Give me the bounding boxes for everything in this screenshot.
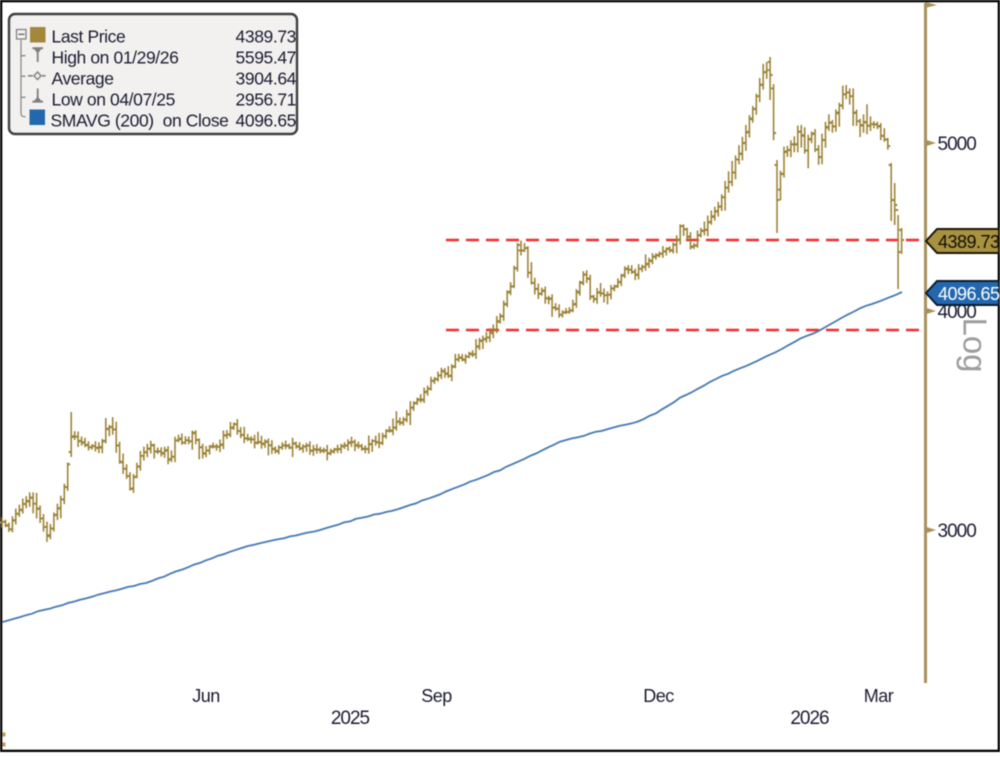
svg-text:Mar: Mar (864, 686, 894, 706)
svg-text:4389.73: 4389.73 (236, 27, 296, 47)
svg-text:2956.71: 2956.71 (236, 90, 296, 110)
svg-text:High on 01/29/26: High on 01/29/26 (52, 48, 179, 68)
svg-text:Jun: Jun (192, 686, 220, 706)
svg-text:4000: 4000 (938, 302, 977, 323)
svg-text:4389.73: 4389.73 (938, 232, 1000, 252)
svg-text:2025: 2025 (331, 708, 370, 729)
svg-text:4096.65: 4096.65 (236, 111, 296, 131)
svg-text:4096.65: 4096.65 (938, 284, 1000, 304)
svg-text:2026: 2026 (790, 708, 829, 729)
svg-text:Last Price: Last Price (52, 27, 126, 47)
svg-text:3904.64: 3904.64 (236, 69, 297, 89)
svg-text:5000: 5000 (938, 134, 977, 155)
svg-text:SMAVG (200) on Close: SMAVG (200) on Close (51, 111, 229, 131)
svg-text:Average: Average (52, 69, 114, 89)
svg-text:Low on 04/07/25: Low on 04/07/25 (52, 90, 175, 110)
svg-text:Dec: Dec (643, 686, 674, 706)
svg-text:Log: Log (957, 317, 994, 372)
svg-text:5595.47: 5595.47 (236, 48, 296, 68)
svg-text:Sep: Sep (421, 686, 452, 706)
svg-text:3000: 3000 (938, 521, 977, 542)
